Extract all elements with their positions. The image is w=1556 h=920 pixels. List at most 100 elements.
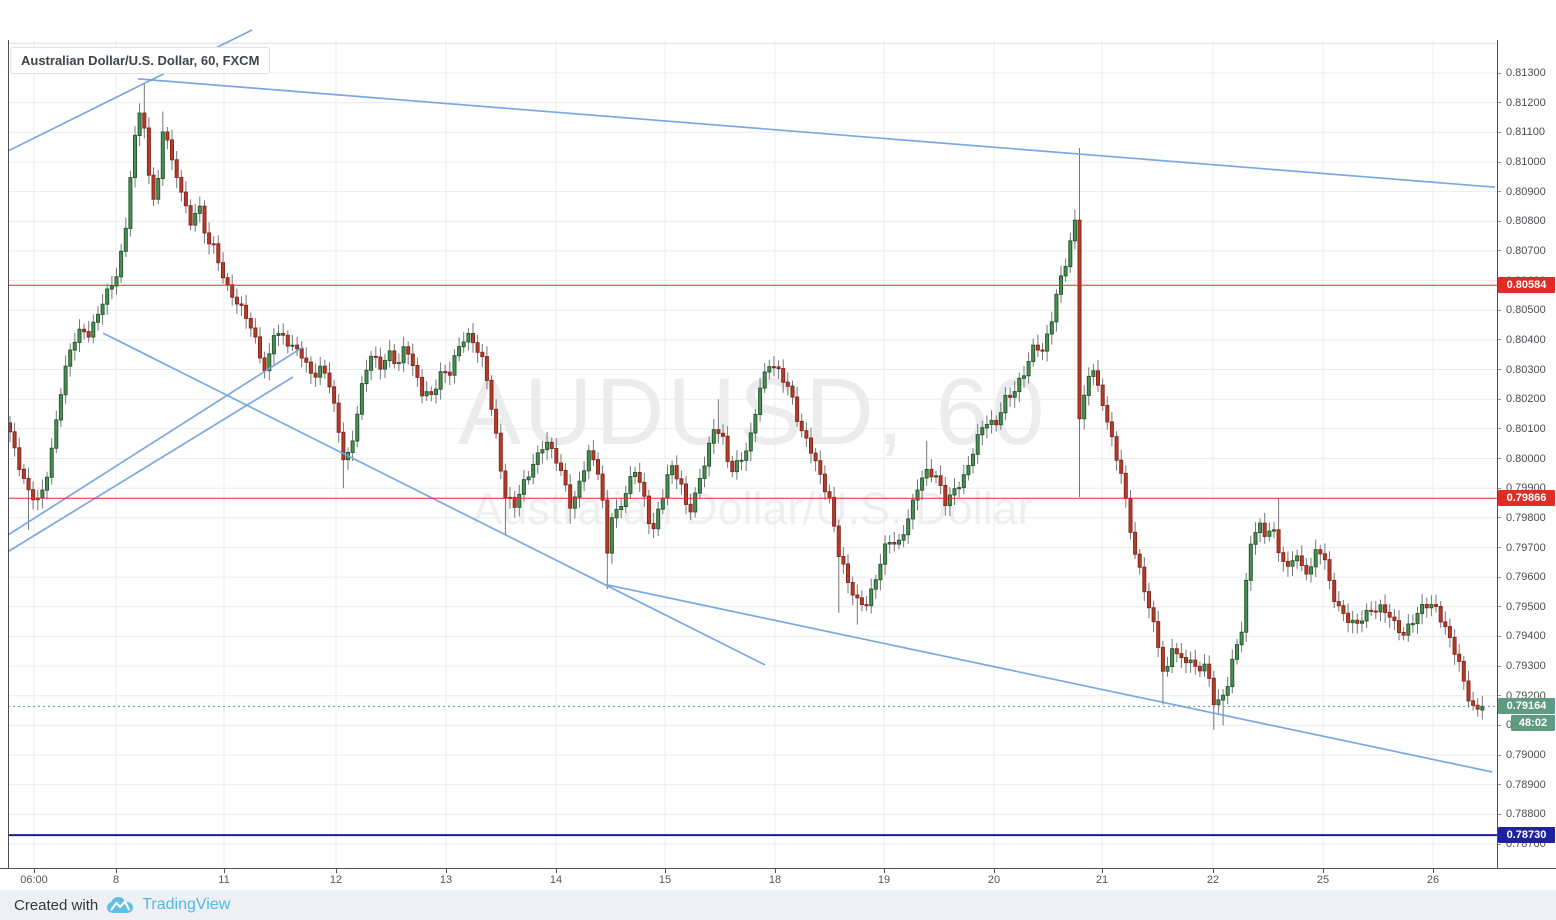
candle [892, 531, 897, 552]
candle [1457, 643, 1462, 672]
candle [670, 460, 675, 484]
candle [1040, 343, 1045, 361]
candle [165, 127, 170, 150]
candle [21, 464, 26, 484]
time-axis-label: 8 [112, 874, 120, 886]
candle [484, 346, 489, 390]
candle [45, 471, 49, 500]
candle [1193, 649, 1198, 675]
ascending-trendline-left-2[interactable] [7, 376, 294, 553]
candle [1420, 593, 1425, 625]
candle [341, 422, 346, 489]
candle [1332, 572, 1337, 608]
price-axis-tick [1497, 72, 1501, 74]
candle [1128, 490, 1133, 540]
time-axis-tick [34, 869, 35, 873]
candle [114, 267, 119, 295]
candle [346, 447, 350, 470]
candle [1355, 613, 1360, 634]
candle [767, 359, 772, 380]
ascending-trendline-left-1[interactable] [7, 346, 304, 536]
candle [526, 471, 531, 485]
price-axis-tick [1497, 220, 1501, 222]
candle [258, 327, 262, 364]
time-axis-tick [224, 869, 225, 873]
candle [244, 294, 249, 329]
candle [452, 349, 457, 384]
candle [1165, 657, 1170, 677]
price-axis-tick [1497, 161, 1501, 163]
candle [429, 386, 434, 402]
candle [1221, 689, 1226, 726]
candle [369, 350, 374, 381]
candle [77, 319, 82, 353]
candle [938, 465, 943, 495]
candle [239, 296, 244, 316]
candle [420, 369, 425, 404]
candle [1318, 544, 1323, 565]
candle [68, 343, 73, 377]
candle [1017, 372, 1022, 403]
candle [790, 380, 795, 405]
candle [49, 438, 54, 485]
price-axis-label: 0.80400 [1506, 333, 1546, 346]
candle [1290, 551, 1295, 576]
candle [920, 470, 925, 500]
candle [1424, 597, 1429, 618]
candle [563, 463, 568, 492]
time-axis-label: 21 [1095, 874, 1109, 886]
price-axis[interactable]: 0.81300 0.81200 0.81100 0.81000 0.80900 0.808… [1497, 0, 1556, 868]
time-axis[interactable]: 06:00 8 11 12 13 14 15 18 19 20 21 22 25 26 [0, 868, 1556, 890]
candle [540, 441, 545, 464]
price-chart-canvas[interactable] [0, 0, 1497, 868]
descending-trendline-top[interactable] [137, 78, 1496, 189]
candle [1082, 385, 1087, 430]
descending-trendline-mid[interactable] [102, 332, 766, 666]
candle [197, 196, 202, 223]
time-axis-tick [1433, 869, 1434, 873]
time-axis-tick [884, 869, 885, 873]
candle [327, 362, 332, 394]
candle [623, 485, 628, 514]
candle [234, 288, 239, 314]
candle [929, 459, 934, 483]
candle [952, 478, 957, 505]
tradingview-link[interactable]: TradingView [142, 896, 231, 913]
candle [1480, 695, 1485, 720]
candle [596, 452, 600, 480]
candle [137, 103, 142, 147]
candle [183, 181, 188, 214]
candle [1147, 582, 1151, 619]
candle [1438, 601, 1443, 628]
candle [512, 490, 517, 518]
candle [980, 420, 985, 446]
candle [994, 415, 999, 432]
candle [128, 171, 133, 237]
candle [12, 422, 17, 457]
descending-trendline-low[interactable] [607, 584, 1493, 773]
time-axis-label: 15 [658, 874, 672, 886]
candle [521, 470, 526, 502]
candle [1170, 638, 1175, 674]
candle [572, 490, 577, 519]
candle [1262, 512, 1267, 544]
candle [299, 341, 304, 368]
candle [489, 375, 494, 416]
candle [1244, 572, 1249, 642]
candle [1304, 558, 1309, 581]
candle [568, 474, 573, 524]
candle [401, 336, 406, 373]
candle [1322, 543, 1327, 570]
candle [295, 336, 300, 356]
candle [160, 111, 165, 186]
candle [1109, 411, 1114, 447]
time-axis-label: 11 [218, 874, 230, 886]
candle [665, 464, 670, 506]
candle [494, 399, 499, 439]
candle [86, 321, 91, 343]
candle [915, 479, 920, 511]
candle [961, 465, 966, 494]
price-axis-tick [1497, 754, 1501, 756]
candle [1202, 654, 1207, 677]
price-axis-tick [1497, 458, 1501, 459]
